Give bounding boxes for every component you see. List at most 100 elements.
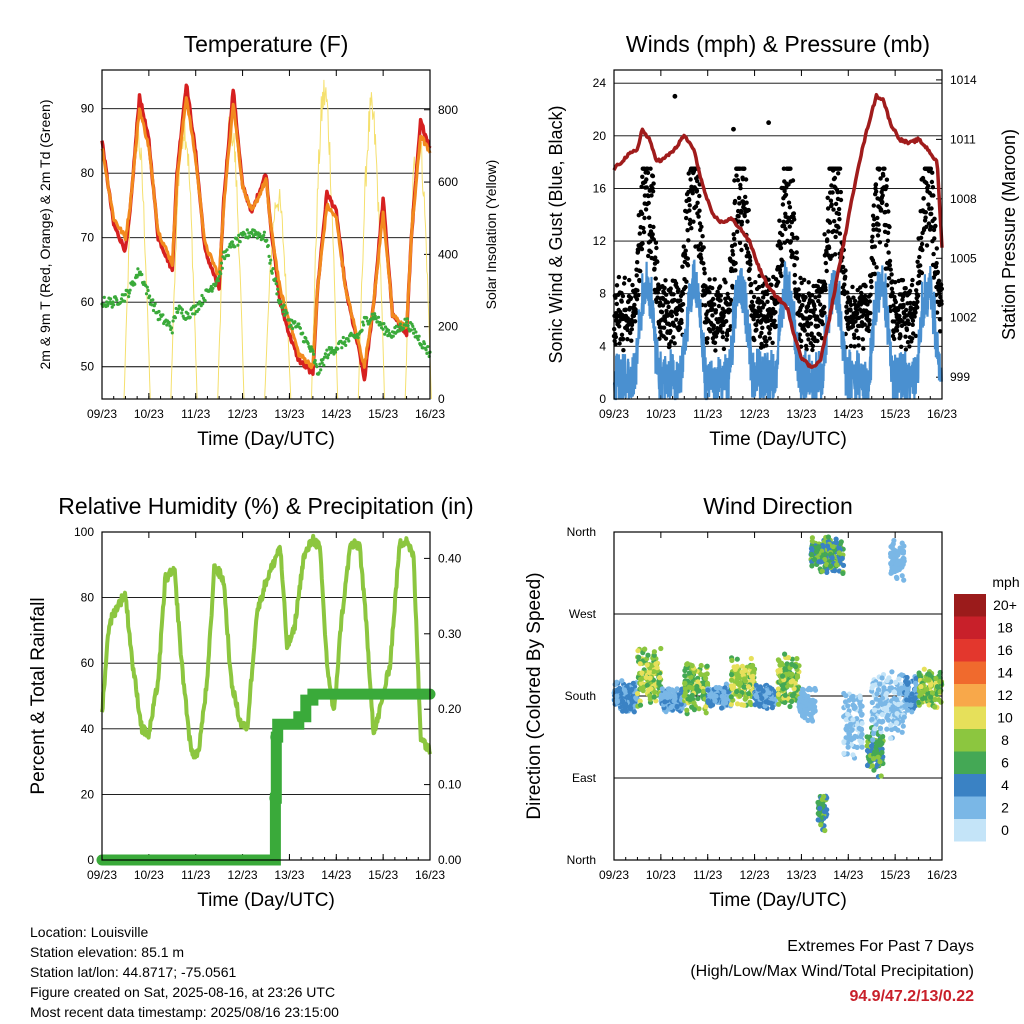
gust-point (634, 273, 639, 278)
gust-point (790, 250, 795, 256)
station-latlon: Station lat/lon: 44.8717; -75.0561 (30, 964, 237, 980)
direction-point (841, 739, 847, 745)
gust-point (695, 200, 700, 205)
direction-point (775, 691, 782, 697)
direction-point (859, 711, 865, 717)
gust-point (731, 232, 736, 237)
direction-point (812, 704, 818, 710)
direction-point (923, 695, 929, 701)
y2-tick-label: 0.00 (438, 853, 462, 867)
gust-point (844, 304, 849, 309)
gust-point (752, 337, 757, 343)
direction-point (636, 654, 642, 660)
gust-point (833, 234, 838, 240)
direction-point (789, 671, 795, 678)
precip-point (269, 792, 282, 805)
direction-point (739, 702, 745, 708)
direction-point (891, 565, 897, 571)
recent-timestamp: Most recent data timestamp: 2025/08/16 2… (30, 1004, 339, 1020)
y2-tick-label: 0.40 (438, 551, 462, 565)
gust-point (783, 192, 789, 197)
gust-point (701, 245, 706, 250)
gust-point (761, 295, 766, 300)
direction-point (782, 666, 788, 672)
direction-point (625, 693, 632, 699)
gust-point (824, 250, 829, 255)
direction-point (691, 700, 697, 706)
direction-point (869, 685, 875, 691)
gust-point (765, 291, 770, 297)
direction-point (890, 557, 896, 564)
direction-point (637, 702, 644, 708)
y-tick-label: 24 (593, 76, 607, 90)
gust-point (892, 336, 897, 342)
direction-point (805, 687, 811, 693)
gust-point (895, 324, 900, 329)
x-axis-label: Time (Day/UTC) (197, 429, 335, 450)
gust-point (662, 285, 667, 291)
gust-point (904, 327, 910, 333)
y2-tick-label: 0.20 (438, 702, 462, 716)
direction-point (682, 667, 688, 674)
gust-point (666, 304, 671, 310)
gust-point (800, 303, 805, 308)
gust-point (796, 287, 801, 292)
direction-point (859, 744, 865, 750)
dewpoint-point (245, 228, 249, 232)
gust-point (724, 319, 729, 324)
gust-point (889, 286, 895, 291)
gust-point (732, 242, 738, 247)
chart-title: Temperature (F) (184, 31, 349, 57)
direction-point (871, 756, 877, 762)
gust-point (699, 224, 704, 229)
gust-point (924, 224, 929, 229)
direction-point (644, 682, 650, 689)
gust-point (855, 311, 860, 316)
gust-point (792, 280, 797, 285)
gust-point (672, 93, 678, 99)
gust-point (635, 249, 641, 254)
gust-point (930, 170, 935, 175)
legend-label: 8 (1001, 732, 1009, 748)
direction-point (784, 661, 790, 667)
direction-point (812, 685, 818, 692)
direction-point (928, 694, 934, 700)
gust-point (787, 224, 792, 229)
dewpoint-point (304, 336, 308, 340)
gust-point (713, 308, 719, 313)
direction-point (775, 686, 782, 692)
direction-point (689, 663, 695, 669)
x-tick-label: 15/23 (368, 407, 398, 421)
direction-point (678, 701, 684, 707)
gust-point (833, 252, 838, 257)
gust-point (766, 120, 772, 126)
direction-point (880, 733, 886, 740)
y-tick-label: 40 (81, 722, 95, 736)
direction-point (621, 687, 628, 693)
gust-point (780, 202, 786, 207)
gust-point (915, 293, 921, 298)
gust-point (685, 256, 690, 261)
gust-point (824, 268, 829, 274)
direction-point (868, 743, 875, 749)
dewpoint-point (414, 330, 418, 334)
gust-point (642, 215, 647, 221)
y2-tick-label: 1005 (950, 251, 977, 265)
x-tick-label: 11/23 (181, 868, 210, 882)
gust-point (635, 260, 640, 265)
direction-point (615, 687, 621, 693)
gust-point (669, 313, 675, 319)
dewpoint-point (405, 320, 409, 324)
gust-point (730, 248, 735, 254)
gust-point (910, 336, 915, 341)
gust-point (848, 299, 853, 304)
gust-point (828, 198, 834, 203)
direction-point (864, 748, 871, 754)
direction-point (823, 561, 830, 568)
gust-point (850, 284, 855, 290)
y-tick-label: 8 (599, 287, 606, 301)
direction-point (845, 744, 851, 750)
direction-point (848, 737, 855, 743)
dewpoint-point (372, 317, 376, 321)
